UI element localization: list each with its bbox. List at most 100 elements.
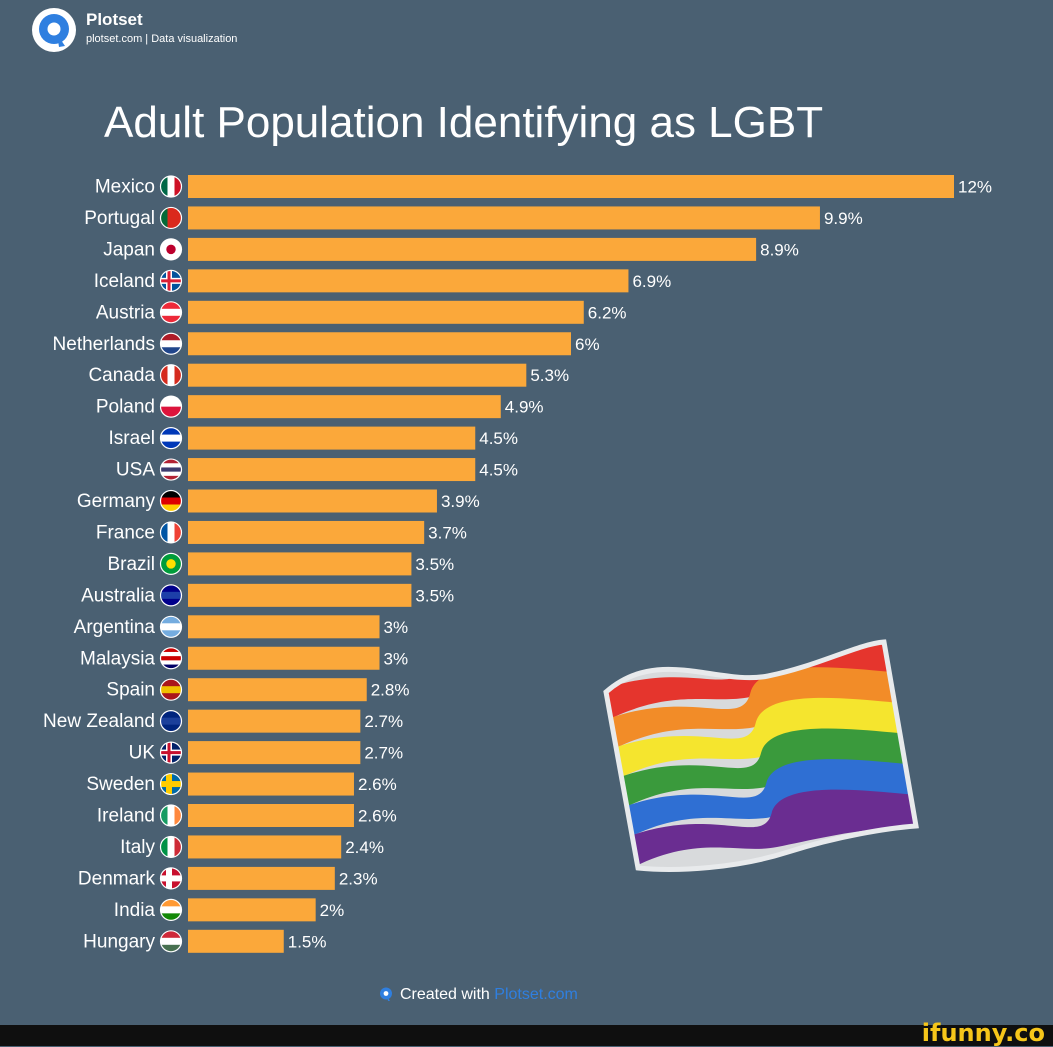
netherlands-flag-icon — [159, 332, 183, 355]
bar-row-argentina: 3% Argentina — [74, 615, 409, 639]
bar-portugal — [188, 206, 820, 230]
value-label: 3.7% — [428, 523, 467, 542]
flag-stripe — [606, 667, 905, 753]
plotset-logo-icon — [380, 987, 392, 1001]
category-label: Italy — [120, 837, 155, 858]
bar-row-denmark: 2.3% Denmark — [78, 866, 378, 890]
category-label: Spain — [106, 680, 155, 701]
category-label: Argentina — [74, 617, 156, 638]
bar-uk — [188, 741, 361, 765]
canada-flag-icon — [159, 364, 183, 387]
bar-row-india: 2% India — [114, 898, 345, 922]
category-label: Poland — [96, 397, 155, 418]
plotset-logo-icon — [32, 8, 76, 52]
india-flag-icon — [159, 898, 183, 921]
category-label: France — [96, 522, 155, 543]
brand-subtitle: plotset.com | Data visualization — [86, 33, 238, 45]
category-label: Israel — [109, 428, 155, 449]
bar-row-spain: 2.8% Spain — [106, 678, 410, 702]
value-label: 3.5% — [415, 555, 454, 574]
value-label: 3% — [384, 618, 409, 637]
category-label: Canada — [88, 365, 155, 386]
category-label: Australia — [81, 585, 155, 606]
watermark-bar: ifunny.co — [0, 1019, 1053, 1047]
bar-australia — [188, 583, 412, 607]
footer-credit: Created with Plotset.com — [378, 986, 578, 1004]
value-label: 6.9% — [632, 272, 671, 291]
bar-japan — [188, 237, 757, 261]
denmark-flag-icon — [159, 867, 183, 890]
bar-canada — [188, 363, 527, 387]
flag-stripe — [622, 789, 916, 870]
category-label: Portugal — [84, 208, 155, 229]
value-label: 1.5% — [288, 932, 327, 951]
category-label: Brazil — [107, 554, 155, 575]
bar-mexico — [188, 175, 954, 198]
bar-chart: 12% Mexico 9.9% Portugal 8.9% Japan 6.9% Icelan… — [43, 175, 992, 953]
category-label: Mexico — [95, 177, 155, 198]
category-label: New Zealand — [43, 711, 155, 732]
value-label: 3.9% — [441, 492, 480, 511]
japan-flag-icon — [159, 238, 183, 261]
iceland-flag-icon — [159, 269, 183, 292]
bar-row-sweden: 2.6% Sweden — [86, 772, 397, 796]
bar-row-france: 3.7% France — [96, 520, 467, 544]
category-label: Sweden — [86, 774, 155, 795]
ireland-flag-icon — [159, 804, 183, 827]
hungary-flag-icon — [159, 930, 183, 953]
bar-india — [188, 898, 316, 922]
bar-row-uk: 2.7% UK — [129, 741, 403, 765]
sweden-flag-icon — [159, 772, 183, 796]
category-label: Austria — [96, 302, 156, 323]
bar-row-brazil: 3.5% Brazil — [107, 552, 454, 576]
flag-stripe — [617, 759, 916, 841]
bar-row-iceland: 6.9% Iceland — [94, 269, 671, 293]
uk-flag-icon — [159, 741, 183, 764]
bar-austria — [188, 300, 584, 324]
bar-row-portugal: 9.9% Portugal — [84, 206, 863, 230]
poland-flag-icon — [159, 395, 183, 418]
italy-flag-icon — [159, 835, 183, 859]
chart-title: Adult Population Identifying as LGBT — [104, 98, 824, 147]
category-label: USA — [116, 460, 155, 481]
malaysia-flag-icon — [159, 647, 183, 670]
bar-row-new-zealand: 2.7% New Zealand — [43, 709, 403, 733]
bar-row-ireland: 2.6% Ireland — [97, 804, 397, 827]
category-label: Netherlands — [53, 334, 155, 355]
flag-stripe — [606, 697, 910, 782]
category-label: Hungary — [83, 931, 155, 952]
value-label: 2.7% — [364, 744, 403, 763]
bar-row-austria: 6.2% Austria — [96, 300, 627, 324]
category-label: Denmark — [78, 868, 156, 889]
new-zealand-flag-icon — [159, 710, 183, 733]
bar-new-zealand — [188, 709, 361, 733]
value-label: 2.4% — [345, 838, 384, 857]
bar-israel — [188, 426, 476, 450]
bar-sweden — [188, 772, 354, 796]
value-label: 3% — [384, 649, 409, 668]
value-label: 4.5% — [479, 461, 518, 480]
category-label: Malaysia — [80, 648, 155, 669]
value-label: 4.9% — [505, 398, 544, 417]
bar-germany — [188, 489, 437, 513]
bar-row-malaysia: 3% Malaysia — [80, 646, 409, 670]
value-label: 5.3% — [530, 366, 569, 385]
bar-poland — [188, 395, 501, 419]
bar-row-germany: 3.9% Germany — [77, 489, 480, 513]
bar-brazil — [188, 552, 412, 576]
value-label: 2.6% — [358, 807, 397, 826]
value-label: 12% — [958, 178, 992, 197]
category-label: Ireland — [97, 806, 155, 827]
bar-ireland — [188, 804, 354, 827]
bar-row-japan: 8.9% Japan — [103, 237, 799, 261]
brand-name: Plotset — [86, 10, 143, 29]
value-label: 2% — [320, 901, 345, 920]
bar-row-usa: 4.5% USA — [116, 458, 518, 482]
value-label: 2.8% — [371, 681, 410, 700]
value-label: 2.6% — [358, 775, 397, 794]
footer-link[interactable]: Plotset.com — [494, 986, 578, 1003]
bar-netherlands — [188, 332, 571, 356]
bar-malaysia — [188, 646, 380, 670]
rainbow-pride-flag-icon — [603, 639, 919, 872]
argentina-flag-icon — [159, 615, 183, 638]
